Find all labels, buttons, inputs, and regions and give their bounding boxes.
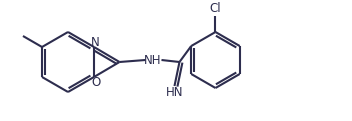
Text: O: O <box>92 76 101 90</box>
Text: NH: NH <box>144 53 161 67</box>
Text: Cl: Cl <box>210 3 221 15</box>
Text: HN: HN <box>166 86 183 98</box>
Text: N: N <box>90 35 99 49</box>
